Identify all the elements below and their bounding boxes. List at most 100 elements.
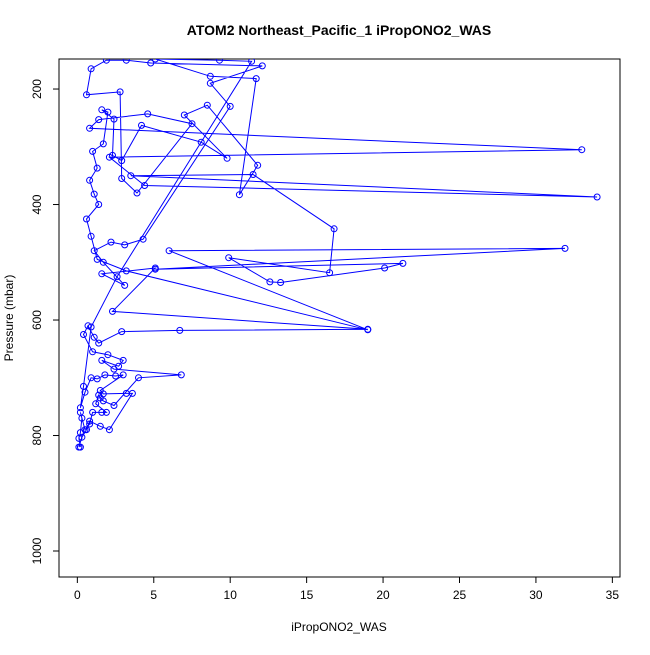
- data-point: [266, 278, 274, 286]
- data-point: [99, 258, 107, 266]
- x-tick-label: 10: [224, 588, 238, 602]
- data-point: [225, 254, 233, 262]
- y-axis-label: Pressure (mbar): [2, 275, 16, 362]
- data-point: [135, 374, 142, 382]
- data-point: [119, 371, 127, 379]
- data-point: [109, 151, 116, 159]
- data-point: [89, 348, 97, 356]
- data-point: [81, 388, 89, 396]
- data-point: [151, 265, 159, 273]
- data-point: [78, 433, 86, 441]
- data-point: [83, 91, 90, 99]
- data-point: [109, 307, 116, 315]
- data-point: [75, 443, 83, 451]
- data-point: [254, 161, 262, 169]
- data-point: [90, 333, 98, 341]
- data-point: [86, 124, 94, 132]
- data-point: [93, 255, 101, 263]
- data-point: [87, 323, 95, 331]
- data-point: [102, 59, 110, 64]
- data-point: [165, 247, 173, 255]
- data-point: [144, 110, 152, 118]
- data-point: [203, 101, 211, 109]
- data-point: [95, 116, 103, 124]
- series-line: [78, 59, 598, 448]
- data-point: [89, 147, 97, 155]
- data-point: [381, 264, 389, 272]
- data-point: [593, 193, 601, 201]
- data-point: [121, 281, 129, 289]
- data-point: [113, 273, 121, 281]
- data-point: [76, 408, 84, 416]
- data-point: [226, 102, 234, 110]
- data-point: [83, 215, 90, 223]
- data-point: [92, 400, 100, 408]
- data-point: [139, 235, 147, 243]
- data-point: [364, 326, 372, 334]
- data-point: [118, 157, 126, 165]
- data-point: [188, 120, 196, 128]
- data-point: [95, 339, 103, 347]
- data-point: [86, 176, 94, 184]
- data-point: [235, 191, 243, 199]
- data-point: [110, 402, 118, 409]
- data-point: [561, 244, 569, 252]
- data-point: [138, 121, 145, 129]
- data-point: [112, 372, 120, 380]
- data-point: [141, 182, 149, 189]
- data-point: [90, 247, 98, 255]
- data-point: [252, 75, 260, 83]
- data-point: [578, 146, 586, 154]
- x-tick-label: 0: [74, 588, 81, 602]
- data-point: [122, 59, 130, 64]
- data-point: [118, 328, 126, 336]
- data-point: [119, 356, 127, 364]
- data-point: [249, 171, 257, 178]
- x-tick-label: 5: [150, 588, 157, 602]
- data-point: [86, 420, 94, 428]
- x-tick-label: 30: [529, 588, 543, 602]
- data-point: [98, 106, 106, 114]
- data-point: [80, 331, 87, 338]
- data-point: [98, 408, 106, 416]
- data-point: [399, 259, 407, 267]
- chart-title: ATOM2 Northeast_Pacific_1 iPropONO2_WAS: [187, 22, 491, 38]
- data-point: [127, 172, 135, 180]
- data-point: [96, 422, 104, 430]
- data-point: [330, 225, 338, 233]
- series-points: [75, 59, 601, 451]
- data-point: [89, 408, 97, 416]
- data-point: [258, 62, 266, 70]
- data-point: [180, 111, 188, 119]
- data-point: [206, 79, 214, 87]
- data-point: [93, 375, 101, 383]
- data-point: [122, 267, 130, 275]
- data-point: [118, 175, 126, 182]
- data-point: [206, 72, 214, 80]
- y-tick-label: 800: [30, 425, 44, 445]
- data-point: [93, 164, 101, 172]
- data-point: [104, 351, 112, 359]
- x-tick-label: 25: [453, 588, 467, 602]
- data-point: [115, 362, 123, 370]
- data-point: [99, 140, 107, 148]
- data-point: [90, 190, 98, 198]
- data-point: [151, 59, 159, 63]
- data-point: [128, 389, 136, 397]
- data-point: [87, 65, 95, 73]
- data-point: [84, 322, 92, 330]
- series-lines: [78, 59, 598, 448]
- data-point: [107, 238, 115, 246]
- data-point: [197, 138, 205, 146]
- data-point: [95, 201, 103, 208]
- data-point: [133, 189, 141, 197]
- data-point: [87, 232, 95, 240]
- y-tick-label: 400: [30, 194, 44, 214]
- x-tick-label: 35: [606, 588, 620, 602]
- data-point: [223, 154, 231, 162]
- data-point: [326, 269, 334, 277]
- data-point: [99, 390, 107, 398]
- data-point: [116, 88, 124, 96]
- x-tick-label: 20: [376, 588, 390, 602]
